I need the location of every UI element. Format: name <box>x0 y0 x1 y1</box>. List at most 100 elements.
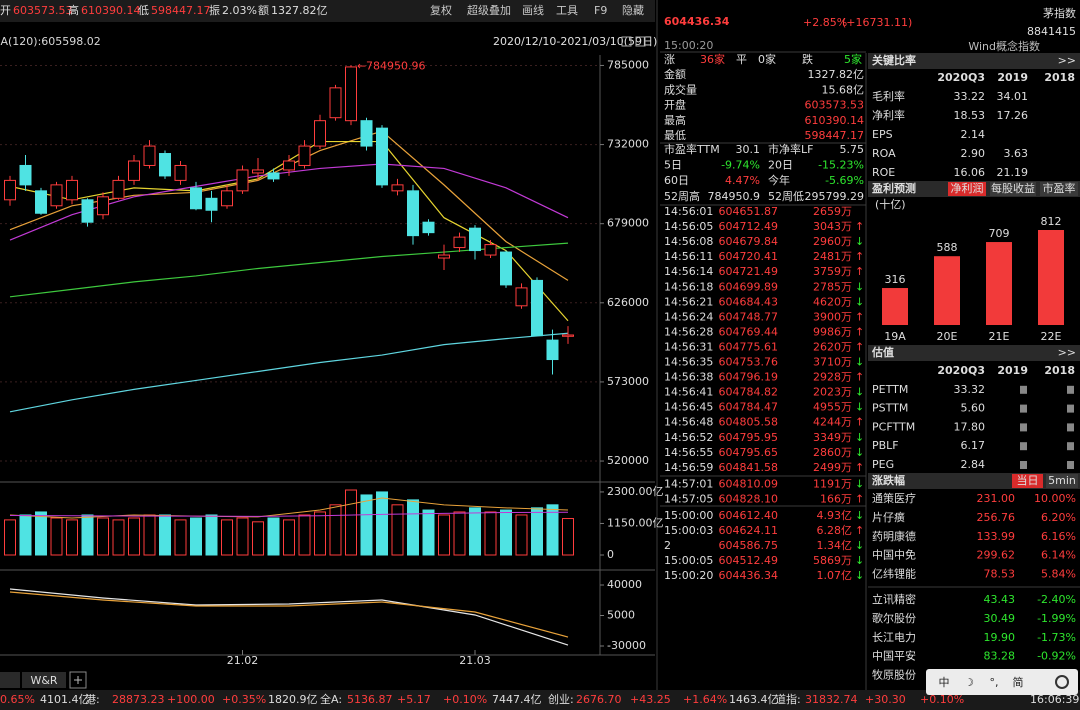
tab[interactable] <box>22 672 66 688</box>
candle-body <box>422 221 435 234</box>
direction-arrow: ↑ <box>855 416 864 429</box>
tab[interactable] <box>990 182 1036 196</box>
icon[interactable] <box>621 36 632 47</box>
placeholder-icon <box>1020 404 1027 413</box>
ime-toolbar[interactable] <box>926 669 1078 695</box>
quote-label: 开 <box>0 4 11 17</box>
cell-value: 2.90 <box>961 147 986 160</box>
x-tick-label: 21.02 <box>227 654 259 667</box>
volume-bar <box>407 499 419 556</box>
stock-change: -1.73% <box>1037 631 1076 644</box>
direction-arrow: ↓ <box>855 401 864 414</box>
more-button[interactable]: >> <box>1058 54 1076 67</box>
bar-value-label: 588 <box>937 241 958 254</box>
trade-time: 14:56:05 <box>664 220 713 233</box>
y-tick-label: 679000 <box>607 217 649 230</box>
trade-volume: 9986万 <box>813 325 852 338</box>
tab-label[interactable]: 每股收益 <box>991 181 1035 195</box>
y-tick-label: 2300.00亿 <box>607 485 664 498</box>
direction-arrow: ↑ <box>855 524 864 537</box>
status-item: 1820.9亿 <box>268 693 318 706</box>
trade-time: 14:56:08 <box>664 235 713 248</box>
tab-label[interactable]: 当日 <box>1017 473 1039 487</box>
cell-value: 16.06 <box>954 166 986 179</box>
tab-label[interactable]: 市盈率 <box>1043 181 1076 195</box>
icon[interactable] <box>635 36 646 47</box>
x-tick-label: 21.03 <box>459 654 491 667</box>
ratio-value: -5.69% <box>825 174 864 187</box>
volume-bar <box>19 514 32 556</box>
menu-item[interactable]: 超级叠加 <box>467 3 511 17</box>
status-item: 0.65% <box>0 693 35 706</box>
status-item: 5136.87 <box>347 693 393 706</box>
ratio-label: 5日 <box>664 159 682 172</box>
stock-price: 256.76 <box>977 511 1016 524</box>
tab[interactable] <box>0 672 20 688</box>
trade-price: 604684.43 <box>719 295 779 308</box>
settings-icon[interactable] <box>1055 675 1069 689</box>
moving-average <box>9 332 569 413</box>
volume-bar <box>453 511 466 556</box>
stock-name: 歌尔股份 <box>872 611 916 625</box>
trade-time: 14:56:35 <box>664 356 713 369</box>
tab-label[interactable]: 5min <box>1048 474 1076 487</box>
ime-button[interactable]: ☽ <box>964 676 974 689</box>
bar-value-label: 709 <box>989 227 1010 240</box>
column-header: 2019 <box>997 364 1028 377</box>
ime-button[interactable]: 中 <box>939 676 950 689</box>
placeholder-icon <box>1067 385 1074 394</box>
tab[interactable] <box>1012 474 1043 488</box>
trade-price: 604712.49 <box>719 220 779 233</box>
row-label: 毛利率 <box>872 89 905 103</box>
menu-item[interactable]: 隐藏 <box>622 4 644 17</box>
row-label: 净利率 <box>872 108 905 122</box>
trade-price: 604784.47 <box>719 401 779 414</box>
volume-bar <box>35 511 47 556</box>
ratio-value: 30.1 <box>736 143 761 156</box>
stock-price: 30.49 <box>984 612 1016 625</box>
cell-value: 34.01 <box>997 90 1029 103</box>
trade-time: 14:56:11 <box>664 250 713 263</box>
candle-body <box>314 120 326 147</box>
volume-bar <box>4 519 16 556</box>
stock-price: 133.99 <box>977 530 1016 543</box>
ime-button[interactable]: °, <box>990 676 999 689</box>
candle-body <box>143 145 156 166</box>
add-tab-button[interactable] <box>69 671 87 689</box>
menu-item[interactable]: 工具 <box>556 4 578 17</box>
trade-volume: 5869万 <box>813 554 852 567</box>
volume-bar <box>484 511 497 556</box>
trade-volume: 4955万 <box>813 401 852 414</box>
direction-arrow: ↓ <box>855 477 864 490</box>
trade-price: 604828.10 <box>719 492 779 505</box>
menu-item[interactable]: 画线 <box>522 3 544 17</box>
volume-bar <box>438 514 450 556</box>
breadth-item: 平 <box>736 53 747 66</box>
tab-label[interactable]: W&R <box>30 674 57 687</box>
tab-label[interactable]: 净利润 <box>951 181 984 195</box>
ime-button[interactable]: 简 <box>1013 675 1024 689</box>
candle-body <box>81 199 94 223</box>
volume-bar <box>345 489 357 556</box>
more-button[interactable]: >> <box>1058 346 1076 359</box>
tab[interactable] <box>1046 474 1078 488</box>
volume-bar <box>314 511 326 556</box>
change-percent: +2.85% <box>803 16 847 29</box>
bar-category-label: 22E <box>1041 330 1062 343</box>
candle-body <box>515 287 528 307</box>
stat-value: 15.68亿 <box>822 83 865 96</box>
quote-label: 额 <box>258 4 269 17</box>
volume-bar <box>97 517 109 556</box>
status-item: 道指: <box>775 692 801 706</box>
trade-price: 604810.09 <box>719 477 779 490</box>
candle-body <box>35 190 47 214</box>
volume-bar <box>252 521 264 556</box>
tab[interactable] <box>1040 182 1078 196</box>
direction-arrow: ↑ <box>855 265 864 278</box>
stock-change: 5.84% <box>1041 568 1076 581</box>
menu-item[interactable]: 复权 <box>430 3 452 17</box>
ratio-value: -9.74% <box>721 159 760 172</box>
volume-bar <box>159 514 171 556</box>
tab[interactable] <box>948 182 986 196</box>
menu-item[interactable]: F9 <box>594 4 607 17</box>
